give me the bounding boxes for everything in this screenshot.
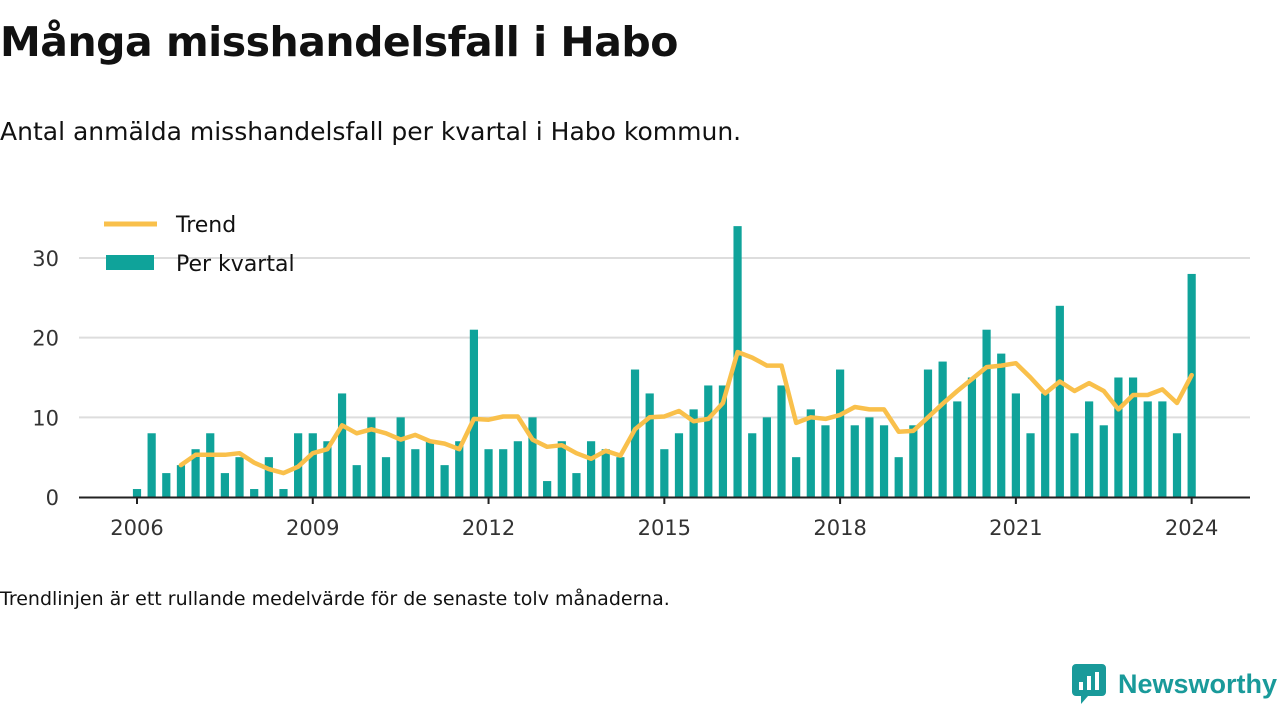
bar xyxy=(923,369,933,497)
bar xyxy=(147,433,156,497)
x-tick-label: 2006 xyxy=(110,516,163,540)
bar xyxy=(308,433,317,497)
bar xyxy=(1099,425,1108,497)
x-tick-label: 2012 xyxy=(462,516,515,540)
y-tick-label: 10 xyxy=(32,406,59,430)
bar xyxy=(1187,273,1196,497)
x-tick-label: 2009 xyxy=(286,516,339,540)
bar xyxy=(806,409,815,497)
bar xyxy=(1158,401,1167,497)
x-tick-label: 2024 xyxy=(1165,516,1218,540)
bar xyxy=(674,433,684,497)
bar xyxy=(792,457,801,497)
bar xyxy=(381,457,391,497)
bar xyxy=(543,481,552,497)
bar xyxy=(660,449,669,497)
bar xyxy=(557,441,566,497)
bar xyxy=(337,393,347,497)
bar xyxy=(879,425,889,497)
bar xyxy=(1128,377,1138,497)
bar xyxy=(718,385,728,497)
bar xyxy=(220,473,229,497)
chart-subtitle: Antal anmälda misshandelsfall per kvarta… xyxy=(0,117,742,146)
bar xyxy=(982,329,991,497)
bar xyxy=(997,353,1006,497)
bar xyxy=(572,473,581,497)
bar xyxy=(953,401,962,497)
bar xyxy=(586,441,596,497)
bar xyxy=(1026,433,1035,497)
bar xyxy=(235,457,244,497)
x-tick-label: 2021 xyxy=(989,516,1042,540)
bar xyxy=(850,425,859,497)
newsworthy-logo: Newsworthy xyxy=(1072,664,1277,704)
bar xyxy=(499,449,508,497)
bar xyxy=(455,441,464,497)
bar xyxy=(601,449,610,497)
bar xyxy=(206,433,215,497)
bar xyxy=(938,361,947,497)
bar xyxy=(1070,433,1079,497)
y-tick-label: 0 xyxy=(46,486,59,510)
bar xyxy=(689,409,698,497)
chart-title: Många misshandelsfall i Habo xyxy=(0,18,678,66)
bar xyxy=(1114,377,1123,497)
bar xyxy=(1143,401,1152,497)
bar xyxy=(909,425,918,497)
bar xyxy=(865,417,874,497)
bar xyxy=(323,441,332,497)
bar xyxy=(513,441,522,497)
bar xyxy=(469,329,479,497)
newsworthy-logo-text: Newsworthy xyxy=(1118,668,1278,699)
bar xyxy=(748,433,757,497)
bar xyxy=(367,417,376,497)
y-tick-label: 30 xyxy=(32,247,59,271)
bar xyxy=(162,473,171,497)
legend-bar-label: Per kvartal xyxy=(176,252,295,277)
bar xyxy=(352,465,361,497)
bar xyxy=(777,385,786,497)
bar xyxy=(250,489,259,497)
bar xyxy=(440,465,449,497)
bar xyxy=(1041,393,1050,497)
bar xyxy=(1172,433,1182,497)
bar xyxy=(528,417,537,497)
bar xyxy=(894,457,903,497)
trend-line xyxy=(178,349,1194,476)
bar xyxy=(425,441,435,497)
bar xyxy=(733,226,742,497)
bar xyxy=(1011,393,1020,497)
footnote: Trendlinjen är ett rullande medelvärde f… xyxy=(0,588,670,610)
bar xyxy=(616,457,625,497)
bar xyxy=(1085,401,1094,497)
bar xyxy=(279,489,288,497)
chart: 0 10 20 30 2006 2009 2012 2015 2018 2021 2024 Tren… xyxy=(32,213,1250,540)
y-tick-label: 20 xyxy=(32,327,59,351)
x-tick-label: 2015 xyxy=(638,516,691,540)
bar xyxy=(821,425,830,497)
legend-bar-swatch xyxy=(106,255,154,270)
bar xyxy=(967,377,977,497)
bar xyxy=(762,417,771,497)
bar xyxy=(484,449,493,497)
x-tick-label: 2018 xyxy=(813,516,866,540)
bar xyxy=(1055,305,1064,497)
newsworthy-logo-icon xyxy=(1072,664,1106,704)
bar xyxy=(264,457,273,497)
bar xyxy=(191,449,200,497)
legend-trend-label: Trend xyxy=(175,213,236,238)
bar xyxy=(836,369,845,497)
bar xyxy=(132,489,142,497)
bar xyxy=(645,393,654,497)
bar xyxy=(411,449,420,497)
bar xyxy=(176,465,186,497)
bar xyxy=(704,385,713,497)
bar xyxy=(396,417,405,497)
